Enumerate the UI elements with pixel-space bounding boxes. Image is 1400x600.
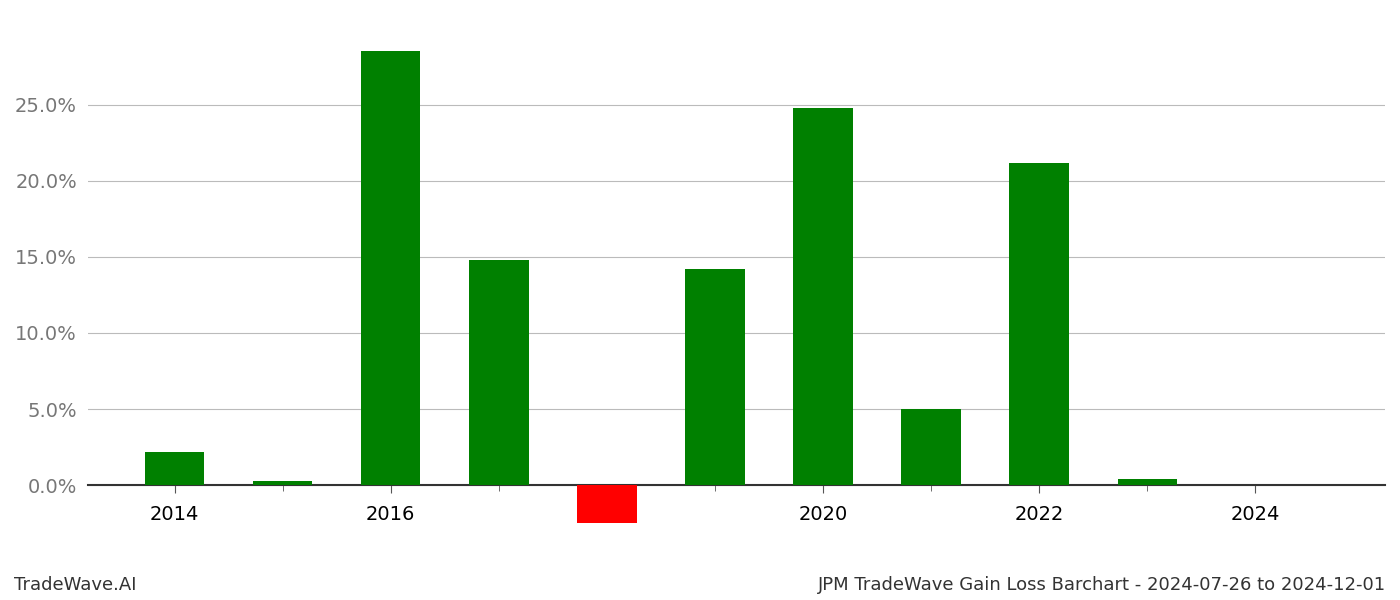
Bar [577, 485, 637, 523]
Bar [253, 481, 312, 485]
Bar [685, 269, 745, 485]
Bar [144, 452, 204, 485]
Bar [1009, 163, 1068, 485]
Text: JPM TradeWave Gain Loss Barchart - 2024-07-26 to 2024-12-01: JPM TradeWave Gain Loss Barchart - 2024-… [818, 576, 1386, 594]
Bar [1117, 479, 1177, 485]
Text: TradeWave.AI: TradeWave.AI [14, 576, 137, 594]
Bar [902, 409, 960, 485]
Bar [794, 108, 853, 485]
Bar [361, 52, 420, 485]
Bar [469, 260, 529, 485]
